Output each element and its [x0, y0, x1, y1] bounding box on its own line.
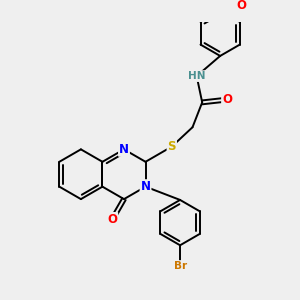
Text: O: O	[236, 0, 246, 12]
Text: N: N	[140, 180, 151, 193]
Text: HN: HN	[188, 71, 206, 81]
Text: S: S	[167, 140, 176, 153]
Text: O: O	[107, 213, 117, 226]
Text: O: O	[222, 93, 232, 106]
Text: Br: Br	[173, 261, 187, 271]
Text: N: N	[119, 143, 129, 156]
